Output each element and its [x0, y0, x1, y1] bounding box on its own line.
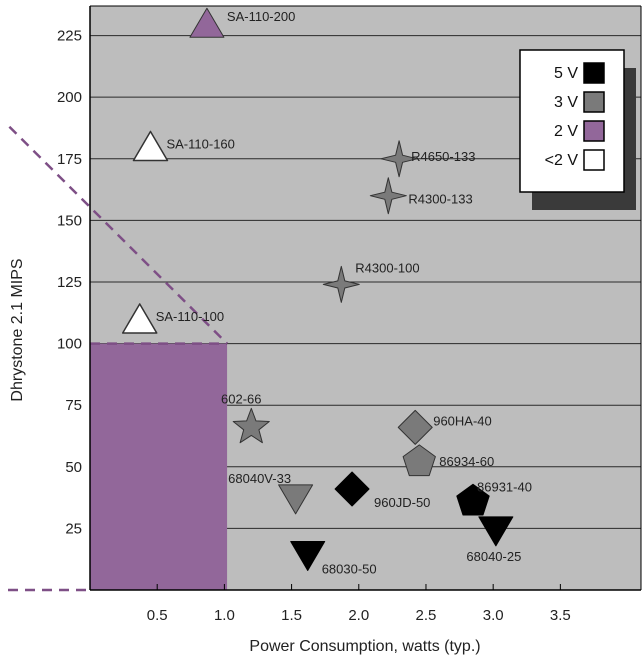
- point-label: R4300-100: [355, 260, 419, 275]
- point-label: SA-110-200: [227, 9, 295, 24]
- highlight-region: [90, 343, 228, 590]
- point-label: 602-66: [221, 391, 261, 406]
- data-point-68040-25: [478, 516, 514, 547]
- x-tick-label: 2.0: [348, 607, 369, 624]
- data-point-68040v-33: [278, 484, 314, 515]
- y-tick-label: 25: [65, 520, 82, 537]
- y-tick-label: 175: [57, 151, 82, 168]
- axes-group: 0.5 1.0 1.5 2.0 2.5 3.0 3.5 25 50 75 100 125 150 175 2…: [57, 5, 642, 624]
- data-point-960jd-50: [334, 471, 370, 507]
- point-label: 68040V-33: [228, 471, 291, 486]
- legend-swatch: [583, 120, 605, 142]
- data-point-r4300-100: [322, 265, 360, 303]
- x-tick-label: 1.5: [281, 607, 302, 624]
- point-label: 68030-50: [322, 562, 377, 577]
- data-point-sa-110-200: [189, 7, 225, 38]
- data-point-group: [121, 7, 514, 572]
- point-label: 960JD-50: [374, 495, 430, 510]
- point-label: R4300-133: [408, 192, 472, 207]
- y-tick-label: 225: [57, 28, 82, 45]
- y-tick-label: 150: [57, 212, 82, 229]
- x-tick-label: 3.5: [550, 607, 571, 624]
- data-point-r4650-133: [380, 140, 418, 178]
- legend-label: <2 V: [545, 152, 579, 169]
- data-point-sa-110-100: [121, 303, 158, 334]
- data-point-sa-110-160: [132, 130, 169, 162]
- legend: 5 V 3 V 2 V <2 V: [519, 49, 636, 210]
- dashed-diagonal-line: [8, 125, 228, 345]
- point-label: 86934-60: [439, 454, 494, 469]
- point-label: 86931-40: [477, 479, 532, 494]
- point-label: R4650-133: [411, 149, 475, 164]
- x-axis-title: Power Consumption, watts (typ.): [249, 638, 480, 655]
- point-label: SA-110-100: [156, 309, 224, 324]
- data-point-960ha-40: [397, 409, 433, 445]
- y-tick-label: 100: [57, 336, 82, 353]
- legend-swatch: [583, 149, 605, 171]
- legend-label: 5 V: [554, 65, 578, 82]
- point-label-group: SA-110-200 SA-110-160 SA-110-100 R4650-133 R…: [156, 9, 532, 576]
- y-tick-label: 75: [65, 397, 82, 414]
- data-point-86934-60: [402, 444, 436, 477]
- highlight-region-group: [90, 343, 228, 590]
- dashed-line-group: [8, 125, 228, 592]
- legend-swatch: [583, 62, 605, 84]
- data-point-r4300-133: [369, 177, 407, 215]
- y-axis-title: Dhrystone 2.1 MIPS: [9, 258, 26, 401]
- data-point-602-66: [232, 407, 270, 444]
- legend-box: [519, 49, 625, 193]
- legend-label: 3 V: [554, 94, 578, 111]
- point-label: 68040-25: [466, 549, 521, 564]
- legend-swatch: [583, 91, 605, 113]
- x-tick-label: 1.0: [214, 607, 235, 624]
- x-tick-label: 3.0: [483, 607, 504, 624]
- legend-label: 2 V: [554, 123, 578, 140]
- y-tick-label: 125: [57, 274, 82, 291]
- y-tick-label: 200: [57, 89, 82, 106]
- point-label: 960HA-40: [433, 413, 492, 428]
- data-point-86931-40: [456, 483, 490, 516]
- y-tick-label: 50: [65, 459, 82, 476]
- point-label: SA-110-160: [166, 136, 234, 151]
- x-tick-label: 2.5: [416, 607, 437, 624]
- x-tick-label: 0.5: [147, 607, 168, 624]
- data-point-68030-50: [290, 541, 326, 572]
